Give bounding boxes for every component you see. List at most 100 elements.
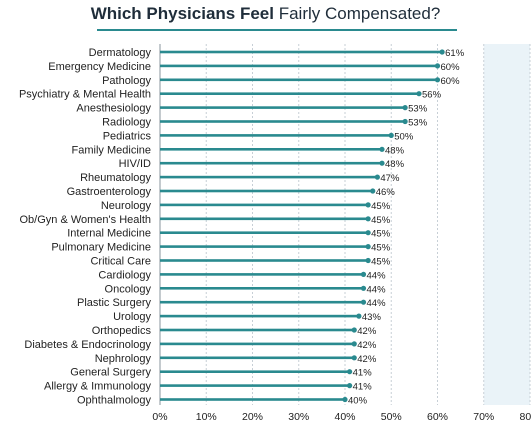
category-label: General Surgery [70,367,151,379]
bar-end-dot [347,369,353,375]
bar-end-dot [374,174,380,180]
category-label: Neurology [101,200,152,212]
title-underline [97,29,457,31]
x-tick-label: 80% [519,411,531,423]
bar-end-dot [351,355,357,361]
bar [160,259,369,262]
x-tick-label: 70% [473,411,494,423]
category-label: Rheumatology [80,172,151,184]
category-label: Diabetes & Endocrinology [24,339,151,351]
value-label: 53% [408,118,428,129]
bar [160,300,364,304]
bar-end-dot [402,105,408,111]
bar-end-dot [365,216,371,222]
bar-end-dot [351,327,357,333]
bar-end-dot [365,230,371,236]
value-label: 44% [367,284,387,295]
category-label: Critical Care [90,256,151,268]
x-tick-label: 10% [196,411,217,423]
value-label: 43% [362,312,382,323]
bar-end-dot [434,63,441,69]
x-tick-label: 30% [288,411,309,423]
category-label: Allergy & Immunology [44,381,151,393]
category-label: Internal Medicine [67,228,151,240]
bar-end-dot [360,285,367,291]
category-label: Anesthesiology [76,103,151,115]
bar [160,203,369,207]
value-label: 42% [357,340,377,351]
category-label: Pathology [102,75,151,87]
bar [160,175,378,179]
value-label: 56% [422,90,442,101]
category-label: Cardiology [98,269,151,281]
value-label: 46% [376,187,396,198]
value-label: 61% [445,48,465,59]
value-label: 45% [371,257,391,268]
category-label: Pediatrics [103,130,152,142]
bar-end-dot [365,257,371,264]
value-label: 42% [357,326,377,337]
category-label: Dermatology [89,47,152,59]
bar [160,328,355,332]
value-label: 45% [371,229,391,240]
background-band [483,44,530,405]
x-tick-label: 60% [427,411,448,423]
bar-end-dot [365,202,371,208]
category-label: Gastroenterology [67,186,152,198]
x-tick-label: 20% [242,411,263,423]
bar [160,92,419,95]
x-tick-label: 40% [334,411,355,423]
bar-end-dot [434,77,441,83]
category-label: Plastic Surgery [77,297,151,309]
bar [160,342,355,346]
bar [160,106,406,109]
value-label: 60% [441,62,461,73]
bar-end-dot [379,146,385,152]
category-label: Psychiatry & Mental Health [19,89,151,101]
value-label: 42% [357,354,377,365]
category-label: Emergency Medicine [48,61,151,73]
value-label: 45% [371,201,391,212]
category-label: HIV/ID [119,158,151,170]
bar [160,273,364,276]
value-label: 48% [385,159,405,170]
value-label: 44% [367,298,387,309]
bar [160,356,355,360]
bar-end-dot [356,313,362,319]
bar-end-dot [388,132,394,138]
bar [160,189,373,193]
value-label: 41% [353,368,373,379]
chart-title-regular: Fairly Compensated? [278,4,441,23]
value-label: 45% [371,243,391,254]
bar-end-dot [365,244,371,250]
value-label: 53% [408,104,428,115]
category-label: Oncology [105,283,152,295]
category-label: Ob/Gyn & Women's Health [19,214,151,226]
bar [160,78,438,82]
value-label: 60% [441,76,461,87]
x-tick-label: 0% [152,411,167,423]
bar-end-dot [402,118,408,125]
bar-end-dot [379,160,385,166]
category-label: Urology [113,311,151,323]
value-label: 40% [348,396,368,407]
category-label: Ophthalmology [77,395,151,407]
bar [160,287,364,290]
bar [160,314,359,318]
bar-end-dot [347,383,353,389]
value-label: 45% [371,215,391,226]
chart-title: Which Physicians Feel Fairly Compensated… [0,4,531,24]
bar [160,120,406,123]
bar [160,245,369,248]
value-label: 48% [385,145,405,156]
bar [160,217,369,221]
bar [160,50,443,54]
chart-title-bold: Which Physicians Feel [90,4,274,23]
bar [160,370,350,373]
category-label: Nephrology [95,353,152,365]
bar-end-dot [370,188,376,194]
bar [160,148,382,151]
category-label: Orthopedics [92,325,152,337]
bar [160,161,382,165]
